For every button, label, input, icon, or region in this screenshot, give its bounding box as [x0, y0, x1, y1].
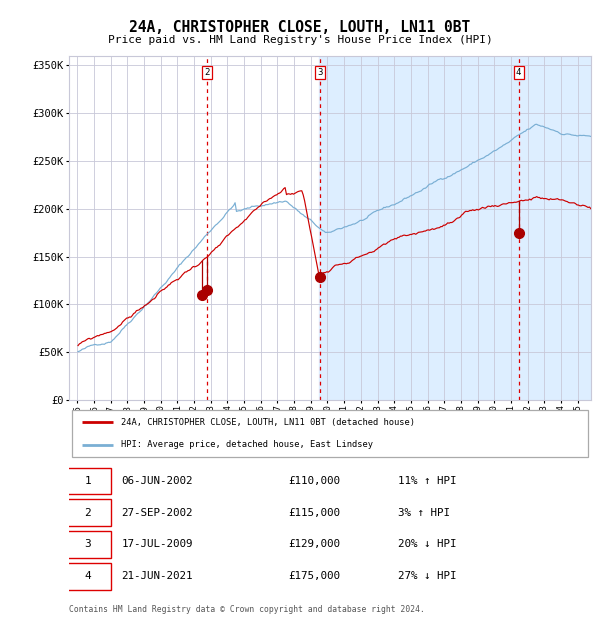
Text: Contains HM Land Registry data © Crown copyright and database right 2024.: Contains HM Land Registry data © Crown c…	[69, 605, 425, 614]
Text: 24A, CHRISTOPHER CLOSE, LOUTH, LN11 0BT (detached house): 24A, CHRISTOPHER CLOSE, LOUTH, LN11 0BT …	[121, 418, 415, 427]
Text: 3: 3	[85, 539, 91, 549]
Text: HPI: Average price, detached house, East Lindsey: HPI: Average price, detached house, East…	[121, 440, 373, 449]
Text: £115,000: £115,000	[288, 508, 340, 518]
Text: 21-JUN-2021: 21-JUN-2021	[121, 571, 193, 581]
Text: Price paid vs. HM Land Registry's House Price Index (HPI): Price paid vs. HM Land Registry's House …	[107, 35, 493, 45]
Text: 24A, CHRISTOPHER CLOSE, LOUTH, LN11 0BT: 24A, CHRISTOPHER CLOSE, LOUTH, LN11 0BT	[130, 20, 470, 35]
Text: 06-JUN-2002: 06-JUN-2002	[121, 476, 193, 486]
Text: £110,000: £110,000	[288, 476, 340, 486]
FancyBboxPatch shape	[65, 467, 111, 494]
Text: 3% ↑ HPI: 3% ↑ HPI	[398, 508, 450, 518]
Text: 1: 1	[85, 476, 91, 486]
Bar	[319, 56, 600, 400]
Text: 11% ↑ HPI: 11% ↑ HPI	[398, 476, 457, 486]
Text: 27% ↓ HPI: 27% ↓ HPI	[398, 571, 457, 581]
Text: 2: 2	[85, 508, 91, 518]
Text: 27-SEP-2002: 27-SEP-2002	[121, 508, 193, 518]
Text: 20% ↓ HPI: 20% ↓ HPI	[398, 539, 457, 549]
Text: 4: 4	[516, 68, 521, 77]
Text: 2: 2	[204, 68, 209, 77]
FancyBboxPatch shape	[65, 531, 111, 558]
Text: 3: 3	[317, 68, 323, 77]
Text: 17-JUL-2009: 17-JUL-2009	[121, 539, 193, 549]
Text: £175,000: £175,000	[288, 571, 340, 581]
FancyBboxPatch shape	[65, 499, 111, 526]
FancyBboxPatch shape	[65, 563, 111, 590]
FancyBboxPatch shape	[71, 410, 589, 457]
Text: 4: 4	[85, 571, 91, 581]
Text: £129,000: £129,000	[288, 539, 340, 549]
